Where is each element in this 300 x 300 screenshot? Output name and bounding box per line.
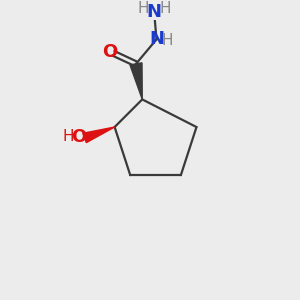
Text: O: O <box>71 128 86 146</box>
Text: O: O <box>102 44 117 62</box>
Text: N: N <box>147 3 162 21</box>
Text: H: H <box>159 1 171 16</box>
Text: H: H <box>161 33 173 48</box>
Text: N: N <box>149 30 164 48</box>
Polygon shape <box>83 127 115 143</box>
Text: H: H <box>63 129 74 144</box>
Text: H: H <box>137 1 149 16</box>
Polygon shape <box>130 63 142 99</box>
